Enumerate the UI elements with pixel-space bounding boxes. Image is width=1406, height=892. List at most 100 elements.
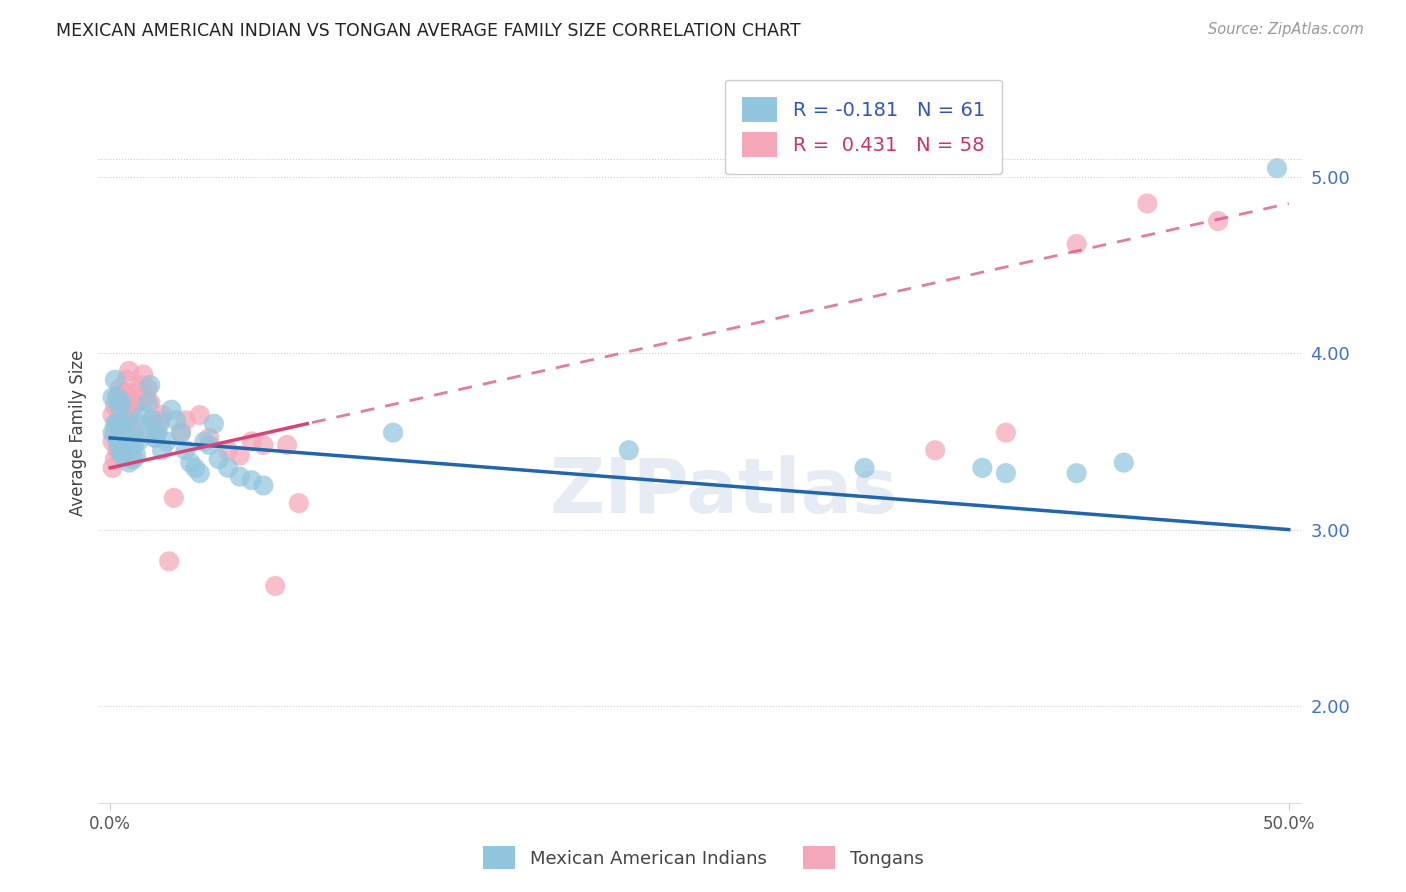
Point [1066,237,1088,252]
Point [120,402,142,417]
Legend: R = -0.181   N = 61, R =  0.431   N = 58: R = -0.181 N = 61, R = 0.431 N = 58 [724,79,1002,174]
Point [118,417,141,431]
Text: ZIPatlas: ZIPatlas [550,455,898,529]
Point [108,425,131,440]
Point [135,425,157,440]
Point [994,466,1017,480]
Point [122,425,145,440]
Point [1066,466,1088,480]
Point [101,390,124,404]
Point [288,496,311,510]
Point [163,491,186,505]
Point [112,438,135,452]
Point [111,395,134,409]
Point [184,461,207,475]
Point [1206,214,1229,228]
Point [136,382,159,396]
Point [125,395,148,409]
Point [105,417,128,431]
Point [101,461,124,475]
Point [101,434,124,449]
Point [924,443,946,458]
Point [252,438,274,452]
Legend: Mexican American Indians, Tongans: Mexican American Indians, Tongans [474,838,932,879]
Point [217,443,239,458]
Point [143,431,166,445]
Point [276,438,298,452]
Point [105,417,128,431]
Point [111,395,134,409]
Point [142,413,165,427]
Point [132,408,155,422]
Point [108,443,131,458]
Point [198,438,221,452]
Point [198,431,221,445]
Point [112,438,135,452]
Point [972,461,994,475]
Point [105,390,128,404]
Point [165,413,187,427]
Point [150,443,173,458]
Point [108,408,131,422]
Point [170,425,193,440]
Point [135,390,157,404]
Point [105,434,128,449]
Point [132,368,155,382]
Point [150,408,173,422]
Point [617,443,640,458]
Point [112,408,135,422]
Point [104,373,127,387]
Point [240,473,263,487]
Point [139,378,162,392]
Point [179,456,201,470]
Point [174,413,197,427]
Point [122,438,145,452]
Point [104,452,127,467]
Point [136,395,159,409]
Point [240,434,263,449]
Point [156,434,179,449]
Point [160,402,183,417]
Point [382,425,405,440]
Point [112,420,135,434]
Text: Source: ZipAtlas.com: Source: ZipAtlas.com [1208,22,1364,37]
Point [111,420,134,434]
Point [128,434,150,449]
Point [125,449,148,463]
Point [264,579,287,593]
Point [143,431,166,445]
Point [202,417,225,431]
Point [120,431,142,445]
Point [111,417,134,431]
Point [118,364,141,378]
Point [252,478,274,492]
Point [188,466,211,480]
Point [229,449,252,463]
Point [1136,196,1159,211]
Point [139,395,162,409]
Point [118,456,141,470]
Point [115,449,138,463]
Point [118,390,141,404]
Point [1112,456,1135,470]
Point [101,425,124,440]
Point [105,443,128,458]
Y-axis label: Average Family Size: Average Family Size [69,350,87,516]
Point [120,452,142,467]
Point [146,425,169,440]
Point [118,438,141,452]
Point [122,399,145,413]
Point [146,425,169,440]
Point [208,452,231,467]
Point [994,425,1017,440]
Point [108,399,131,413]
Point [111,449,134,463]
Point [104,417,127,431]
Point [128,385,150,400]
Point [149,413,172,427]
Point [112,385,135,400]
Point [142,413,165,427]
Point [111,449,134,463]
Point [105,390,128,404]
Point [115,425,138,440]
